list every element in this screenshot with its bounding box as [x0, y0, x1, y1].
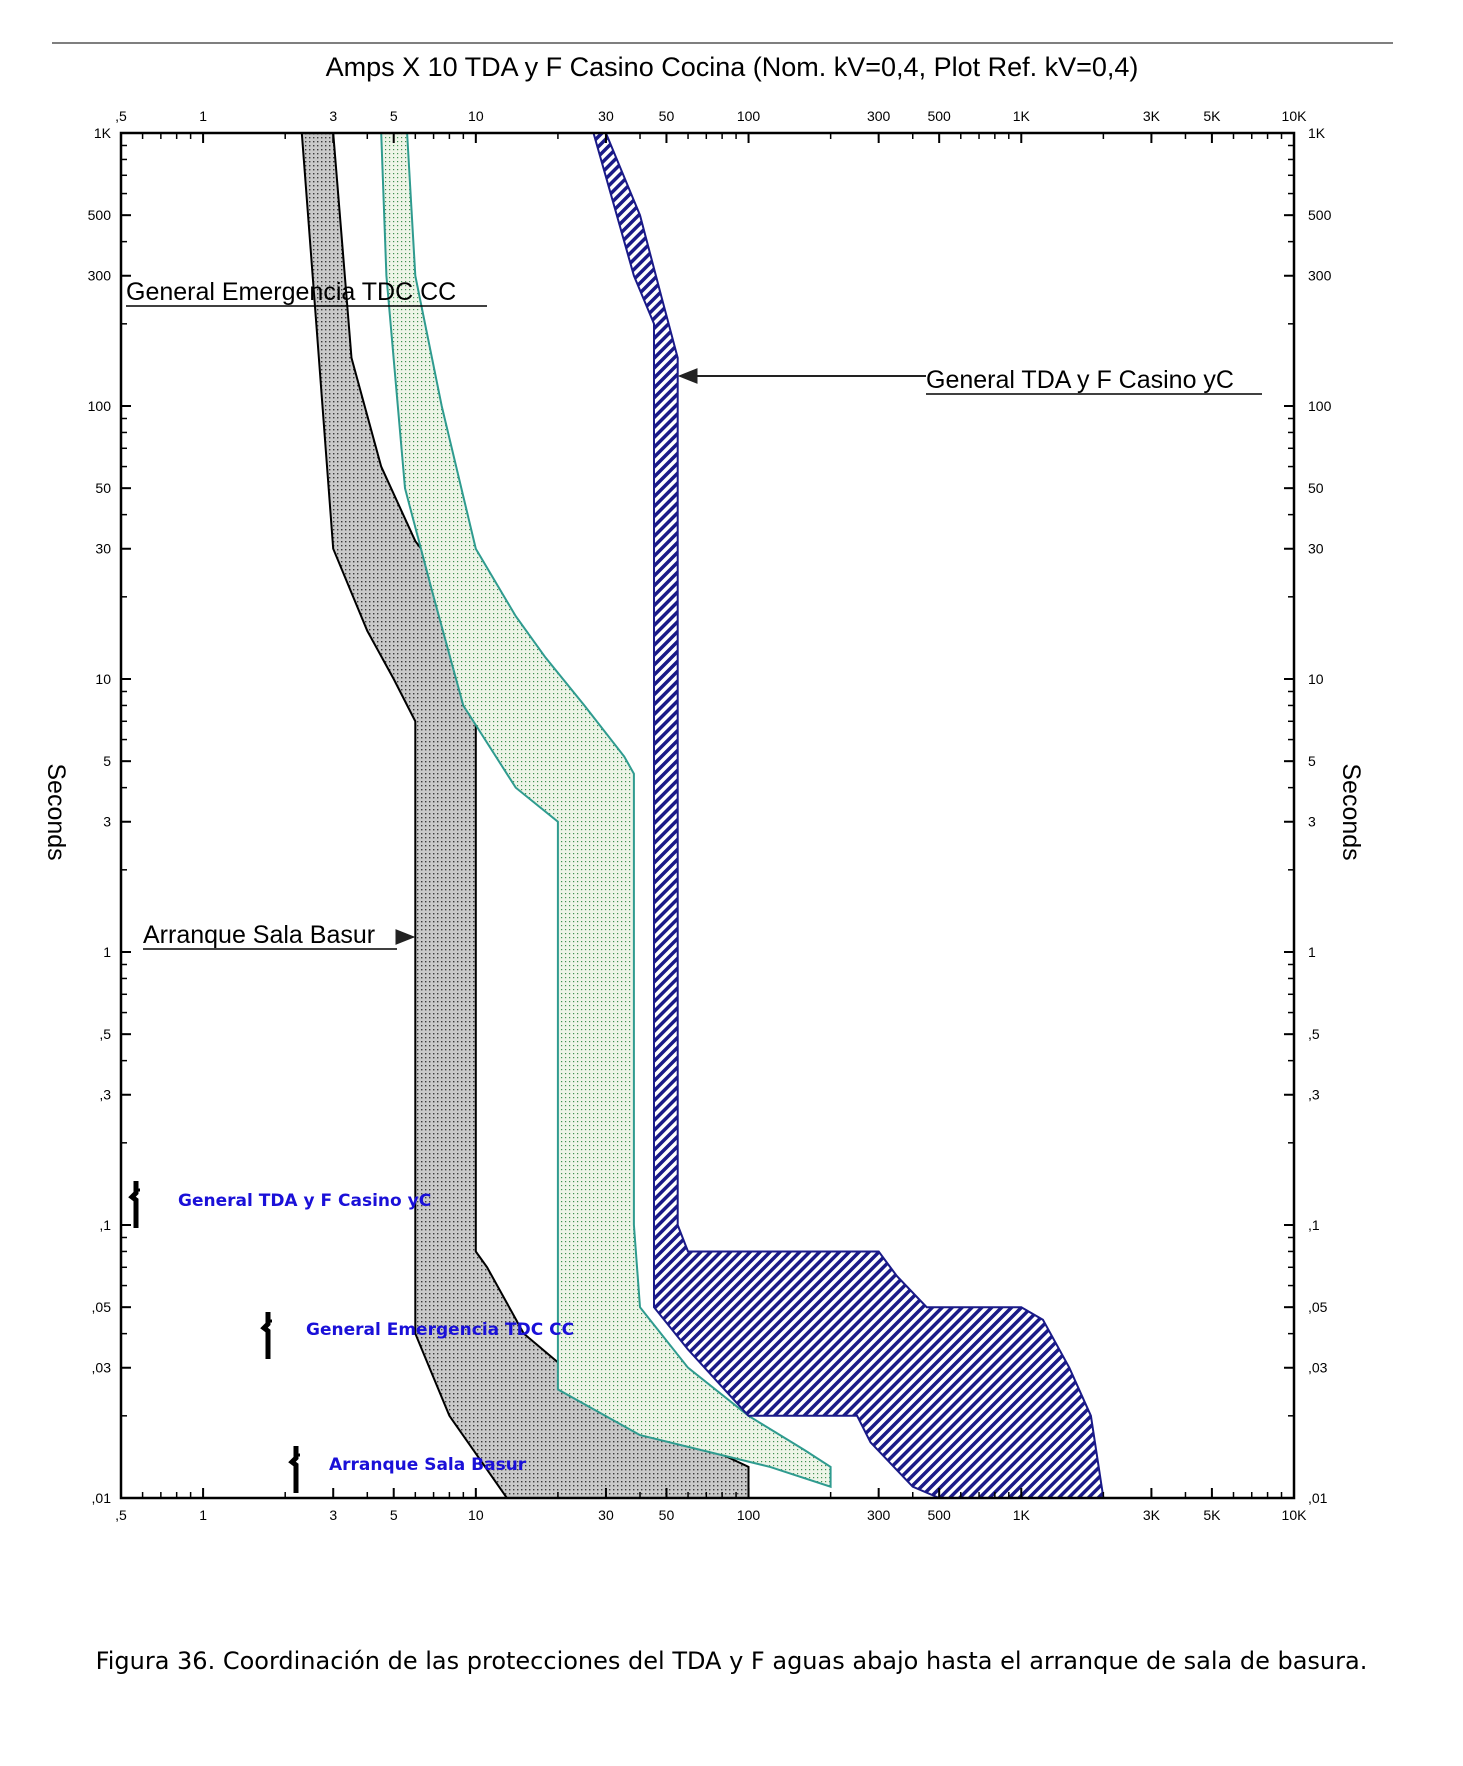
x-tick-labels-bottom: ,5 1 3 5 10 30 50 100 300 500 1K 3K 5K 10K — [115, 1507, 1307, 1523]
x-tick-label: 10K — [1282, 108, 1308, 124]
x-tick-label: 500 — [927, 108, 951, 124]
y-tick-label: 3 — [1308, 814, 1316, 830]
x-tick-label: 30 — [598, 108, 614, 124]
x-tick-labels-top: ,5 1 3 5 10 30 50 100 300 500 1K 3K 5K 10K — [115, 108, 1307, 124]
y-tick-label: 1 — [103, 944, 111, 960]
x-tick-label: 100 — [737, 108, 761, 124]
x-tick-label: 30 — [598, 1507, 614, 1523]
annotation-arranque: Arranque Sala Basur — [143, 921, 416, 950]
x-tick-label: 5K — [1203, 108, 1221, 124]
y-tick-label: 10 — [95, 671, 111, 687]
y-tick-label: 30 — [95, 541, 111, 557]
y-tick-label: 500 — [88, 207, 112, 223]
x-tick-label: 50 — [659, 1507, 675, 1523]
legend: General TDA y F Casino yC General Emerge… — [128, 1181, 574, 1493]
legend-entry-general-tda: General TDA y F Casino yC — [178, 1191, 431, 1211]
curve-band-1 — [380, 132, 832, 1489]
y-tick-label: ,03 — [92, 1360, 112, 1376]
x-tick-label: 1 — [199, 1507, 207, 1523]
x-tick-label: 3 — [329, 1507, 337, 1523]
y-tick-labels-left: 1K 500 300 100 50 30 10 5 3 1 ,5 ,3 ,1 ,05 ,03 ,01 — [88, 125, 112, 1506]
y-tick-label: ,03 — [1308, 1360, 1328, 1376]
y-tick-label: 50 — [1308, 480, 1324, 496]
y-tick-label: 3 — [103, 814, 111, 830]
y-tick-label: ,1 — [1308, 1217, 1320, 1233]
y-tick-label: 1K — [1308, 125, 1326, 141]
y-tick-label: 30 — [1308, 541, 1324, 557]
y-tick-label: 5 — [1308, 753, 1316, 769]
plot-frame — [119, 131, 1296, 1500]
curve-band-2 — [592, 132, 1105, 1499]
breaker-icon — [288, 1446, 300, 1493]
curve-regions — [300, 132, 1105, 1499]
y-tick-label: 10 — [1308, 671, 1324, 687]
breaker-icon — [128, 1181, 140, 1228]
annotation-general-emergencia-text: General Emergencia TDC CC — [126, 278, 456, 306]
annotation-general-tda-text: General TDA y F Casino yC — [926, 366, 1234, 394]
x-tick-label: 50 — [659, 108, 675, 124]
x-tick-label: 3 — [329, 108, 337, 124]
y-tick-label: 1K — [94, 125, 112, 141]
y-tick-label: 5 — [103, 753, 111, 769]
figure-caption: Figura 36. Coordinación de las proteccio… — [95, 1647, 1368, 1675]
y-tick-label: 300 — [88, 268, 112, 284]
y-tick-label: 500 — [1308, 207, 1332, 223]
x-tick-label: 3K — [1143, 1507, 1161, 1523]
x-tick-label: 500 — [927, 1507, 951, 1523]
x-tick-label: 10 — [468, 1507, 484, 1523]
annotation-arranque-text: Arranque Sala Basur — [143, 921, 375, 949]
x-tick-label: 10 — [468, 108, 484, 124]
tick-marks — [120, 132, 1295, 1499]
annotation-general-tda: General TDA y F Casino yC — [677, 366, 1262, 395]
y-tick-labels-right: 1K 500 300 100 50 30 10 5 3 1 ,5 ,3 ,1 ,05 ,03 ,01 — [1308, 125, 1332, 1506]
annotation-general-emergencia: General Emergencia TDC CC — [126, 278, 487, 307]
x-tick-label: ,5 — [115, 1507, 127, 1523]
y-tick-label: 1 — [1308, 944, 1316, 960]
y-tick-label: ,05 — [92, 1299, 112, 1315]
x-tick-label: 1 — [199, 108, 207, 124]
legend-entry-arranque: Arranque Sala Basur — [329, 1455, 527, 1475]
x-tick-label: ,5 — [115, 108, 127, 124]
y-tick-label: ,01 — [92, 1490, 112, 1506]
x-tick-label: 300 — [867, 108, 891, 124]
y-tick-label: 300 — [1308, 268, 1332, 284]
y-tick-label: ,01 — [1308, 1490, 1328, 1506]
tcc-chart: Amps X 10 TDA y F Casino Cocina (Nom. kV… — [42, 42, 1393, 1523]
legend-entry-general-emergencia: General Emergencia TDC CC — [306, 1320, 574, 1340]
y-tick-label: ,3 — [99, 1087, 111, 1103]
x-tick-label: 10K — [1282, 1507, 1308, 1523]
y-axis-label-left: Seconds — [42, 763, 70, 860]
y-tick-label: ,3 — [1308, 1087, 1320, 1103]
y-tick-label: 100 — [88, 398, 112, 414]
y-tick-label: 50 — [95, 480, 111, 496]
y-tick-label: ,05 — [1308, 1299, 1328, 1315]
y-tick-label: ,1 — [99, 1217, 111, 1233]
x-tick-label: 1K — [1013, 1507, 1031, 1523]
y-tick-label: 100 — [1308, 398, 1332, 414]
x-tick-label: 5K — [1203, 1507, 1221, 1523]
x-tick-label: 5 — [390, 108, 398, 124]
x-tick-label: 5 — [390, 1507, 398, 1523]
chart-title: Amps X 10 TDA y F Casino Cocina (Nom. kV… — [326, 52, 1139, 82]
y-axis-label-right: Seconds — [1337, 763, 1365, 860]
y-tick-label: ,5 — [99, 1026, 111, 1042]
x-tick-label: 100 — [737, 1507, 761, 1523]
y-tick-label: ,5 — [1308, 1026, 1320, 1042]
breaker-icon — [260, 1312, 272, 1359]
x-tick-label: 1K — [1013, 108, 1031, 124]
x-tick-label: 3K — [1143, 108, 1161, 124]
x-tick-label: 300 — [867, 1507, 891, 1523]
